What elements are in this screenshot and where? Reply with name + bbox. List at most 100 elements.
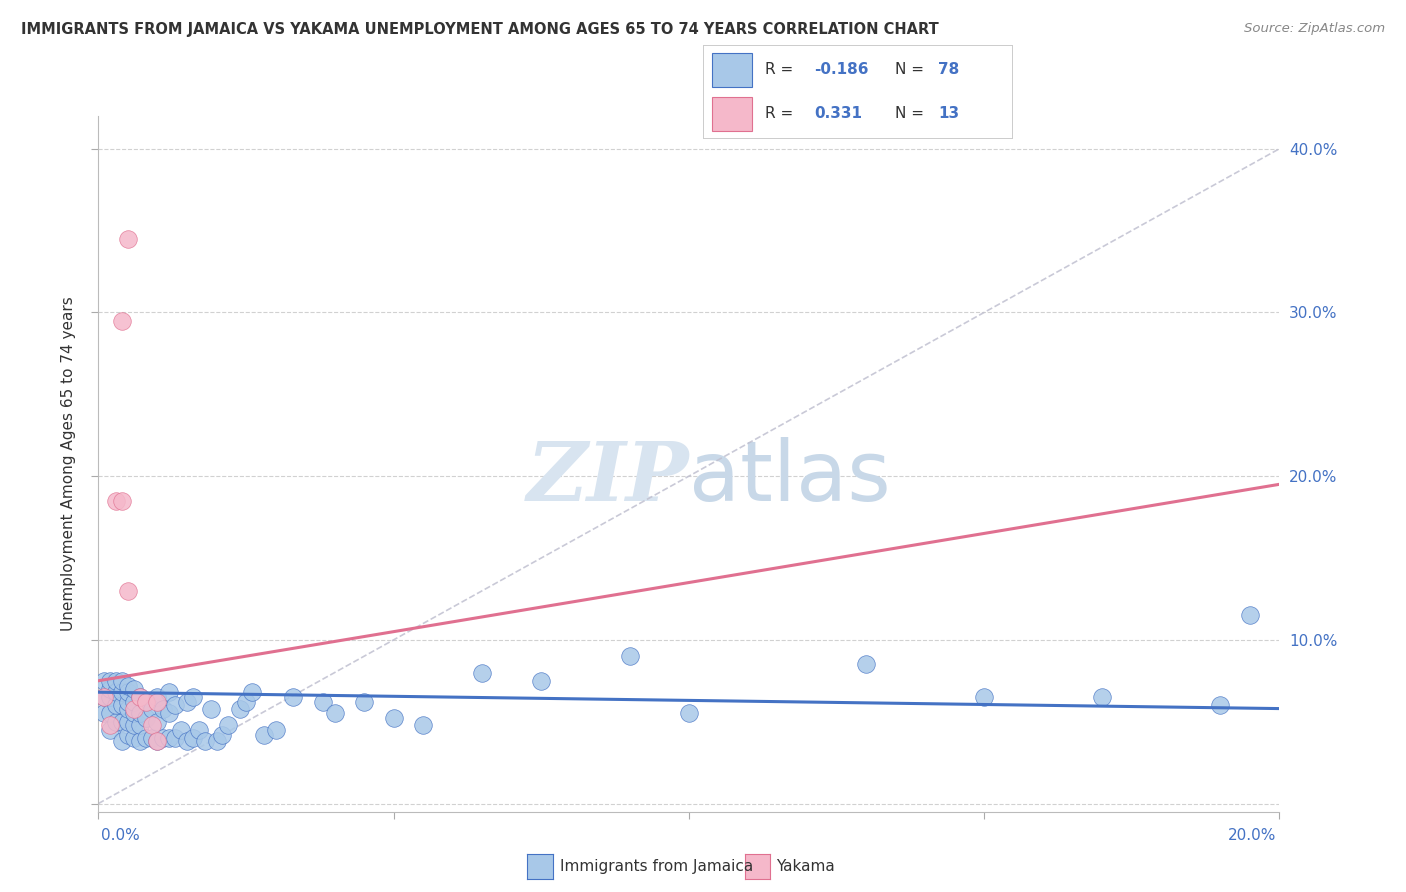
Text: R =: R = <box>765 62 799 78</box>
Point <box>176 695 198 709</box>
Point <box>122 695 145 709</box>
Point <box>205 734 228 748</box>
Point <box>176 734 198 748</box>
FancyBboxPatch shape <box>713 53 752 87</box>
Point <box>157 706 180 721</box>
Point <box>105 673 128 688</box>
Point <box>152 731 174 745</box>
Point <box>973 690 995 705</box>
Point <box>128 734 150 748</box>
Point <box>152 701 174 715</box>
Point <box>98 706 121 721</box>
Point <box>98 723 121 737</box>
Point <box>111 714 134 729</box>
Point <box>111 685 134 699</box>
Point <box>93 690 115 705</box>
Text: N =: N = <box>894 106 928 121</box>
Point <box>253 728 276 742</box>
Point <box>181 731 204 745</box>
Point <box>855 657 877 672</box>
Point <box>98 690 121 705</box>
Point <box>165 698 187 713</box>
Point <box>93 706 115 721</box>
Point <box>1209 698 1232 713</box>
Text: 0.331: 0.331 <box>814 106 862 121</box>
Point <box>146 734 169 748</box>
Text: 0.0%: 0.0% <box>101 829 141 843</box>
Point <box>128 690 150 705</box>
Text: IMMIGRANTS FROM JAMAICA VS YAKAMA UNEMPLOYMENT AMONG AGES 65 TO 74 YEARS CORRELA: IMMIGRANTS FROM JAMAICA VS YAKAMA UNEMPL… <box>21 22 939 37</box>
Point <box>98 673 121 688</box>
Point <box>117 685 139 699</box>
Text: atlas: atlas <box>689 437 890 518</box>
Point <box>105 714 128 729</box>
Point <box>93 673 115 688</box>
Point <box>146 695 169 709</box>
Point <box>146 714 169 729</box>
Point <box>353 695 375 709</box>
Point <box>678 706 700 721</box>
Point <box>135 731 157 745</box>
Point <box>111 493 134 508</box>
Point <box>619 649 641 664</box>
Point <box>117 695 139 709</box>
Point <box>98 681 121 696</box>
Point <box>141 731 163 745</box>
Point <box>382 711 405 725</box>
Point <box>283 690 305 705</box>
Point <box>141 701 163 715</box>
Text: Yakama: Yakama <box>776 859 835 873</box>
Point <box>93 690 115 705</box>
Point <box>312 695 335 709</box>
Point <box>122 718 145 732</box>
Point <box>264 723 287 737</box>
Point <box>1091 690 1114 705</box>
Point <box>157 731 180 745</box>
Point <box>128 690 150 705</box>
Point <box>122 701 145 715</box>
Point <box>122 731 145 745</box>
Point <box>146 734 169 748</box>
Point <box>122 681 145 696</box>
Point <box>323 706 346 721</box>
Point <box>111 673 134 688</box>
Point <box>117 232 139 246</box>
Point <box>111 698 134 713</box>
Point <box>117 701 139 715</box>
Point <box>187 723 209 737</box>
Point <box>98 718 121 732</box>
Point <box>217 718 239 732</box>
Point <box>412 718 434 732</box>
Text: N =: N = <box>894 62 928 78</box>
Point <box>157 685 180 699</box>
Point <box>105 685 128 699</box>
Point <box>141 718 163 732</box>
Text: Immigrants from Jamaica: Immigrants from Jamaica <box>560 859 752 873</box>
Point <box>211 728 233 742</box>
Point <box>135 711 157 725</box>
Y-axis label: Unemployment Among Ages 65 to 74 years: Unemployment Among Ages 65 to 74 years <box>60 296 76 632</box>
Point <box>117 728 139 742</box>
Point <box>194 734 217 748</box>
Point <box>128 706 150 721</box>
Point <box>122 706 145 721</box>
Point <box>471 665 494 680</box>
Point <box>530 673 553 688</box>
Text: 20.0%: 20.0% <box>1229 829 1277 843</box>
Point <box>181 690 204 705</box>
Point <box>235 695 257 709</box>
Text: Source: ZipAtlas.com: Source: ZipAtlas.com <box>1244 22 1385 36</box>
Point <box>146 690 169 705</box>
Text: -0.186: -0.186 <box>814 62 869 78</box>
Point <box>229 701 252 715</box>
Point <box>105 698 128 713</box>
Point <box>1239 608 1261 623</box>
Point <box>170 723 193 737</box>
FancyBboxPatch shape <box>713 97 752 131</box>
Text: R =: R = <box>765 106 803 121</box>
Text: ZIP: ZIP <box>526 438 689 517</box>
Point <box>105 493 128 508</box>
Point <box>135 695 157 709</box>
Text: 78: 78 <box>938 62 959 78</box>
Point <box>117 583 139 598</box>
